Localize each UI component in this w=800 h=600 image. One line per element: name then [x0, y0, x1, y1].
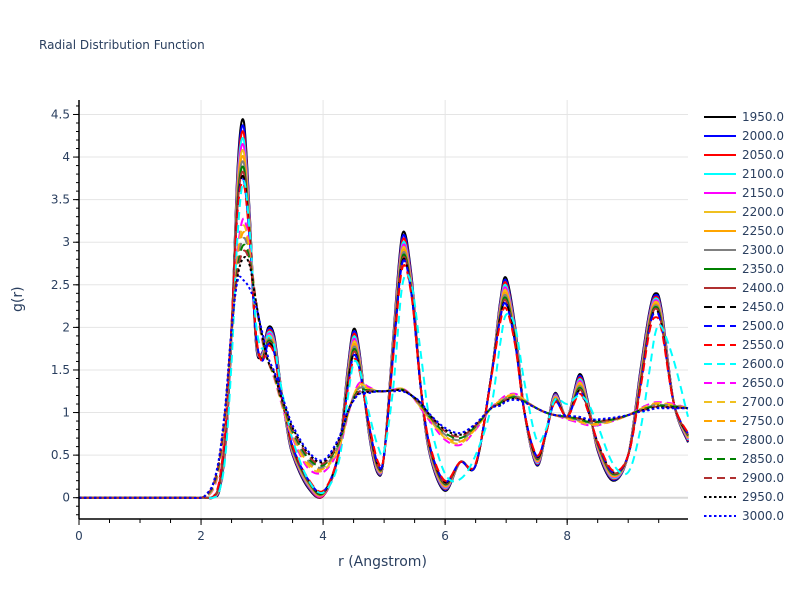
legend-line-icon [704, 210, 736, 213]
y-tick-label: 0 [62, 491, 70, 505]
legend-item-2200.0[interactable]: 2200.0 [700, 202, 800, 221]
legend-line-icon [704, 172, 736, 175]
legend-item-2450.0[interactable]: 2450.0 [700, 297, 800, 316]
legend-label: 2850.0 [742, 451, 784, 466]
legend-item-1950.0[interactable]: 1950.0 [700, 107, 800, 126]
legend-item-2250.0[interactable]: 2250.0 [700, 221, 800, 240]
legend-label: 2750.0 [742, 413, 784, 428]
legend-label: 2700.0 [742, 394, 784, 409]
legend-item-2400.0[interactable]: 2400.0 [700, 278, 800, 297]
legend-item-2700.0[interactable]: 2700.0 [700, 392, 800, 411]
legend-line-icon [704, 324, 736, 327]
legend-line-icon [704, 191, 736, 194]
legend-item-2950.0[interactable]: 2950.0 [700, 487, 800, 506]
x-axis-label: r (Angstrom) [338, 554, 427, 570]
legend-item-2750.0[interactable]: 2750.0 [700, 411, 800, 430]
legend-item-2650.0[interactable]: 2650.0 [700, 373, 800, 392]
gridlines [79, 100, 688, 519]
series-line-2600.0 [79, 179, 689, 500]
legend-line-icon [704, 362, 736, 365]
y-tick-label: 1 [62, 406, 70, 420]
legend-item-2600.0[interactable]: 2600.0 [700, 354, 800, 373]
legend-label: 2200.0 [742, 204, 784, 219]
legend-line-icon [704, 286, 736, 289]
y-tick-label: 2.5 [51, 278, 70, 292]
legend-label: 2550.0 [742, 337, 784, 352]
legend-line-icon [704, 248, 736, 251]
legend-line-icon [704, 229, 736, 232]
legend-label: 2050.0 [742, 147, 784, 162]
legend-line-icon [704, 400, 736, 403]
legend-item-2300.0[interactable]: 2300.0 [700, 240, 800, 259]
legend-item-3000.0[interactable]: 3000.0 [700, 506, 800, 525]
legend-line-icon [704, 495, 736, 498]
legend-label: 2600.0 [742, 356, 784, 371]
axes: 0 0.5 1 1.5 2 2.5 3 3.5 4 4.5 0 2 4 6 8 [51, 100, 688, 543]
legend-label: 2250.0 [742, 223, 784, 238]
legend-item-2050.0[interactable]: 2050.0 [700, 145, 800, 164]
legend-item-2000.0[interactable]: 2000.0 [700, 126, 800, 145]
y-tick-label: 4.5 [51, 107, 70, 121]
legend-item-2850.0[interactable]: 2850.0 [700, 449, 800, 468]
legend-label: 1950.0 [742, 109, 784, 124]
y-tick-label: 3 [62, 235, 70, 249]
legend-item-2100.0[interactable]: 2100.0 [700, 164, 800, 183]
legend-label: 2650.0 [742, 375, 784, 390]
legend-line-icon [704, 476, 736, 479]
x-tick-label: 2 [197, 529, 205, 543]
legend-line-icon [704, 457, 736, 460]
legend: 1950.0 2000.0 2050.0 2100.0 2150.0 2200.0 2250… [700, 107, 800, 525]
legend-label: 2000.0 [742, 128, 784, 143]
legend-label: 2300.0 [742, 242, 784, 257]
legend-label: 2100.0 [742, 166, 784, 181]
chart-title: Radial Distribution Function [39, 38, 205, 52]
legend-line-icon [704, 343, 736, 346]
legend-line-icon [704, 115, 736, 118]
legend-label: 2350.0 [742, 261, 784, 276]
legend-label: 2900.0 [742, 470, 784, 485]
legend-label: 2950.0 [742, 489, 784, 504]
legend-label: 2800.0 [742, 432, 784, 447]
y-axis-label: g(r) [10, 286, 26, 312]
legend-line-icon [704, 134, 736, 137]
legend-item-2550.0[interactable]: 2550.0 [700, 335, 800, 354]
legend-label: 2450.0 [742, 299, 784, 314]
series-line-3000.0 [79, 275, 688, 500]
x-tick-label: 0 [75, 529, 83, 543]
series-line-2550.0 [79, 181, 689, 500]
legend-item-2150.0[interactable]: 2150.0 [700, 183, 800, 202]
legend-line-icon [704, 381, 736, 384]
y-tick-label: 3.5 [51, 193, 70, 207]
legend-label: 2150.0 [742, 185, 784, 200]
legend-item-2800.0[interactable]: 2800.0 [700, 430, 800, 449]
legend-line-icon [704, 438, 736, 441]
data-series [79, 118, 689, 500]
legend-label: 2500.0 [742, 318, 784, 333]
legend-label: 2400.0 [742, 280, 784, 295]
y-tick-label: 0.5 [51, 448, 70, 462]
legend-line-icon [704, 153, 736, 156]
y-tick-label: 4 [62, 150, 70, 164]
y-tick-label: 1.5 [51, 363, 70, 377]
y-tick-label: 2 [62, 320, 70, 334]
legend-line-icon [704, 514, 736, 517]
legend-line-icon [704, 305, 736, 308]
x-tick-label: 8 [563, 529, 571, 543]
legend-item-2900.0[interactable]: 2900.0 [700, 468, 800, 487]
legend-item-2350.0[interactable]: 2350.0 [700, 259, 800, 278]
legend-item-2500.0[interactable]: 2500.0 [700, 316, 800, 335]
x-tick-label: 4 [319, 529, 327, 543]
legend-line-icon [704, 419, 736, 422]
legend-line-icon [704, 267, 736, 270]
series-line-2800.0 [79, 236, 689, 499]
x-tick-label: 6 [441, 529, 449, 543]
legend-label: 3000.0 [742, 508, 784, 523]
